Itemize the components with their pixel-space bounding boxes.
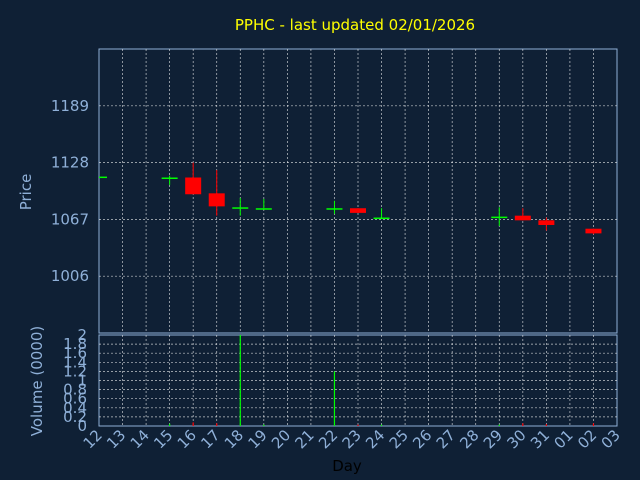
price-tick-label: 1128 <box>51 154 89 172</box>
price-tick-label: 1067 <box>51 210 89 228</box>
volume-tick-label: 1.6 <box>63 344 87 362</box>
candle-body <box>161 177 178 179</box>
volume-tick-label: 0.2 <box>63 408 87 426</box>
chart-title: PPHC - last updated 02/01/2026 <box>235 16 475 34</box>
volume-tick-label: 0.6 <box>63 390 87 408</box>
candle-body <box>585 228 602 234</box>
candle-body <box>208 193 225 207</box>
volume-tick-label: 1.2 <box>63 362 87 380</box>
price-axis-label: Price <box>17 174 35 211</box>
volume-tick-label: 2 <box>77 326 87 344</box>
volume-tick-label: 1.4 <box>63 353 87 371</box>
candle-body <box>350 208 366 213</box>
candle-body <box>255 208 272 210</box>
candle-body <box>514 215 531 221</box>
volume-tick-label: 0.8 <box>63 381 87 399</box>
price-tick-label: 1189 <box>51 97 89 115</box>
volume-tick-label: 1.8 <box>63 335 87 353</box>
volume-tick-label: 0 <box>77 417 87 435</box>
candle-body <box>491 216 508 219</box>
volume-axis-label: Volume (0000) <box>28 326 46 436</box>
candle-body <box>99 176 107 179</box>
price-tick-label: 1006 <box>51 267 89 285</box>
x-axis-label: Day <box>332 457 362 475</box>
candle-body <box>232 207 249 209</box>
volume-tick-label: 1 <box>77 372 87 390</box>
volume-tick-label: 0.4 <box>63 399 87 417</box>
price-panel: 1006 1067 1128 1189 <box>51 48 618 334</box>
candle-body <box>538 220 555 225</box>
candle-body <box>373 217 390 220</box>
candle-body <box>326 208 343 210</box>
candle-body <box>185 177 202 195</box>
